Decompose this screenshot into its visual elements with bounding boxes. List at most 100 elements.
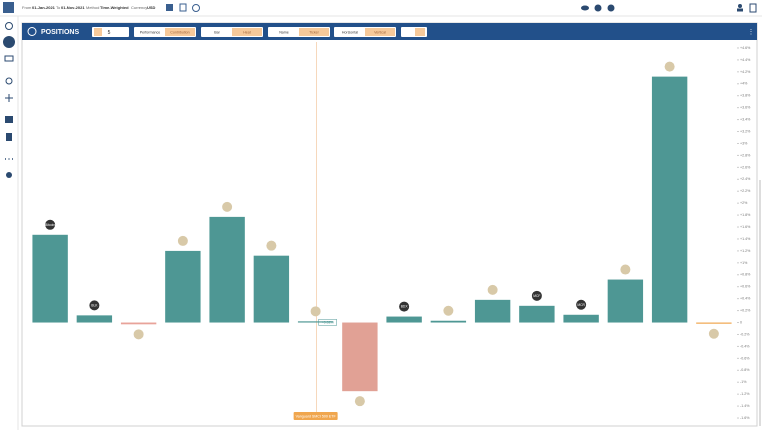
panel-icon (27, 27, 37, 36)
nav-icon[interactable] (6, 133, 12, 141)
toggle-option[interactable]: Heat (243, 30, 251, 34)
nav-icon[interactable] (5, 22, 13, 30)
icon[interactable] (179, 3, 187, 12)
panel (21, 22, 758, 427)
position-icon[interactable] (177, 235, 188, 246)
position-ticker[interactable]: BDX (401, 305, 409, 309)
nav-icon-active[interactable] (3, 36, 15, 48)
position-icon[interactable] (576, 299, 587, 310)
bar[interactable] (430, 320, 467, 323)
toggle-active[interactable] (232, 28, 262, 36)
toggle-active[interactable] (165, 28, 195, 36)
toggle-option[interactable]: Ticker (309, 30, 319, 34)
y-tick-label: +4% (740, 82, 748, 86)
icon[interactable] (166, 4, 173, 11)
toggle-active[interactable] (365, 28, 395, 36)
y-tick-label: -1.6% (740, 416, 750, 420)
nav-icon[interactable] (4, 55, 14, 62)
bar[interactable] (165, 250, 201, 323)
position-icon[interactable] (620, 264, 631, 275)
toggle-option[interactable]: Vertical (374, 30, 386, 34)
y-tick-label: -1% (740, 380, 747, 384)
icon[interactable] (738, 4, 742, 8)
label: Method (86, 5, 99, 10)
y-tick-label: +4.4% (740, 58, 751, 62)
y-tick-label: +0.4% (740, 297, 751, 301)
icon[interactable] (737, 8, 743, 12)
bar[interactable] (120, 322, 157, 325)
bar[interactable] (563, 314, 599, 323)
position-icon[interactable] (708, 328, 719, 339)
toggle-active[interactable] (299, 28, 329, 36)
bar[interactable] (342, 322, 378, 392)
toggle-option[interactable]: Name (279, 30, 289, 34)
position-icon[interactable] (133, 329, 144, 340)
bar[interactable] (651, 76, 688, 323)
toggle-option[interactable]: Performance (140, 30, 161, 34)
position-icon[interactable] (664, 61, 675, 72)
y-tick-label: +2.8% (740, 153, 751, 157)
position-icon[interactable] (89, 300, 100, 311)
bar[interactable] (76, 315, 113, 323)
logo[interactable] (3, 2, 14, 13)
currency[interactable]: USD (147, 5, 156, 10)
bar[interactable] (696, 322, 732, 324)
bar[interactable] (297, 321, 334, 323)
nav-icon[interactable] (5, 94, 13, 102)
y-tick-label: -1.4% (740, 404, 750, 408)
y-tick-label: -0.4% (740, 344, 750, 348)
bar[interactable] (607, 279, 644, 323)
position-icon[interactable] (45, 219, 56, 230)
bar[interactable] (253, 255, 290, 323)
bar[interactable] (386, 316, 422, 323)
y-tick-label: +2% (740, 201, 748, 205)
icon[interactable] (607, 4, 615, 12)
toggle-option[interactable]: Horizontal (342, 30, 358, 34)
button[interactable] (94, 28, 102, 36)
icon[interactable] (192, 4, 200, 12)
position-ticker[interactable]: MCF (533, 294, 540, 298)
y-tick-label: -0.8% (740, 368, 750, 372)
method[interactable]: Time-Weighted (100, 5, 129, 10)
position-icon[interactable] (487, 284, 498, 295)
icon[interactable] (594, 4, 602, 12)
bar[interactable] (519, 305, 555, 323)
to-date[interactable]: 01-Nov-2021 (61, 5, 85, 10)
y-tick-label: +0.2% (740, 309, 751, 313)
y-tick-label: +4.6% (740, 46, 751, 50)
bar[interactable] (32, 234, 68, 323)
button[interactable] (415, 28, 425, 36)
icon[interactable] (749, 3, 757, 13)
nav-icon[interactable] (5, 77, 13, 85)
position-ticker[interactable]: MCR (577, 303, 585, 307)
position-icon[interactable] (354, 396, 365, 407)
from-date[interactable]: 01-Jan-2021 (32, 5, 56, 10)
position-icon[interactable] (443, 305, 454, 316)
nav-icon[interactable] (6, 172, 12, 178)
toggle-option[interactable]: Contribution (170, 30, 189, 34)
y-tick-label: +2.2% (740, 189, 751, 193)
panel-title: POSITIONS (41, 29, 79, 36)
position-ticker[interactable]: Bitcoin (45, 223, 55, 227)
bar[interactable] (474, 299, 511, 323)
position-icon[interactable] (399, 301, 410, 312)
y-tick-label: +1.6% (740, 225, 751, 229)
position-icon[interactable] (266, 240, 277, 251)
bar[interactable] (209, 216, 245, 323)
y-tick-label: +3.4% (740, 118, 751, 122)
count[interactable]: 5 (108, 30, 111, 36)
y-tick-label: -1.2% (740, 392, 750, 396)
position-ticker[interactable]: BLK (91, 304, 98, 308)
position-icon[interactable] (222, 201, 233, 212)
y-tick-label: +0.8% (740, 273, 751, 277)
icon[interactable] (581, 5, 589, 11)
position-icon[interactable] (310, 306, 321, 317)
y-tick-label: +3.8% (740, 94, 751, 98)
menu[interactable]: ⋮ (748, 30, 754, 36)
toggle-option[interactable]: Bar (214, 30, 220, 34)
label: Currency (131, 5, 147, 10)
chart: -1.6% -1.4% -1.2% -1% -0.8% -0.6% -0.4% -0.2% 0 +… (32, 42, 751, 420)
nav-icon[interactable] (5, 116, 13, 123)
position-icon[interactable] (531, 290, 542, 301)
